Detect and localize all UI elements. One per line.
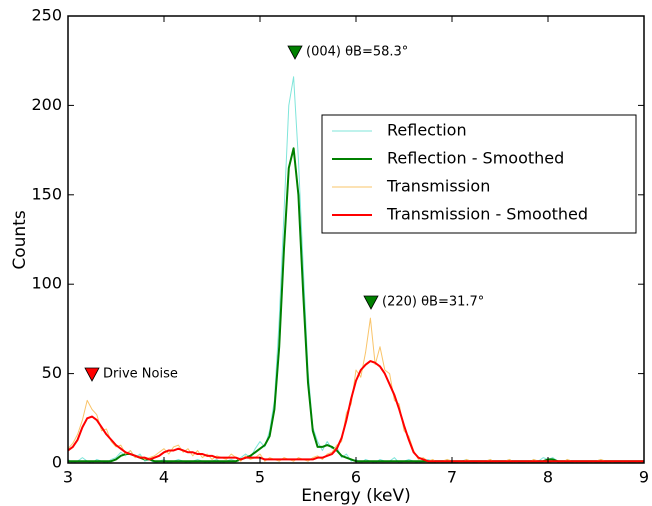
data-line (67, 317, 645, 464)
x-tick-label: 8 (543, 468, 553, 487)
x-tick-label: 6 (351, 468, 361, 487)
y-tick-label: 250 (31, 6, 62, 25)
y-tick-label: 50 (42, 363, 62, 382)
y-axis-label: Counts (10, 210, 30, 269)
annotation-marker (363, 295, 379, 310)
plot-frame (67, 15, 645, 464)
annotation-text: (220) θB=31.7° (382, 295, 484, 310)
y-tick-label: 0 (52, 453, 62, 472)
legend-label: Transmission - Smoothed (386, 205, 588, 224)
legend-box (321, 114, 637, 234)
x-tick-label: 9 (639, 468, 649, 487)
x-tick-label: 4 (159, 468, 169, 487)
y-tick-label: 100 (31, 274, 62, 293)
annotation-text: Drive Noise (103, 367, 178, 382)
x-axis-label: Energy (keV) (301, 486, 411, 506)
y-tick-label: 200 (31, 95, 62, 114)
annotation-marker (287, 45, 303, 60)
annotation-marker (84, 367, 100, 382)
legend-label: Reflection (387, 121, 467, 140)
legend-label: Reflection - Smoothed (387, 149, 564, 168)
annotation-text: (004) θB=58.3° (306, 45, 408, 60)
y-tick-label: 150 (31, 184, 62, 203)
x-tick-label: 3 (63, 468, 73, 487)
legend-label: Transmission (386, 177, 490, 196)
x-tick-label: 5 (255, 468, 265, 487)
x-tick-label: 7 (447, 468, 457, 487)
